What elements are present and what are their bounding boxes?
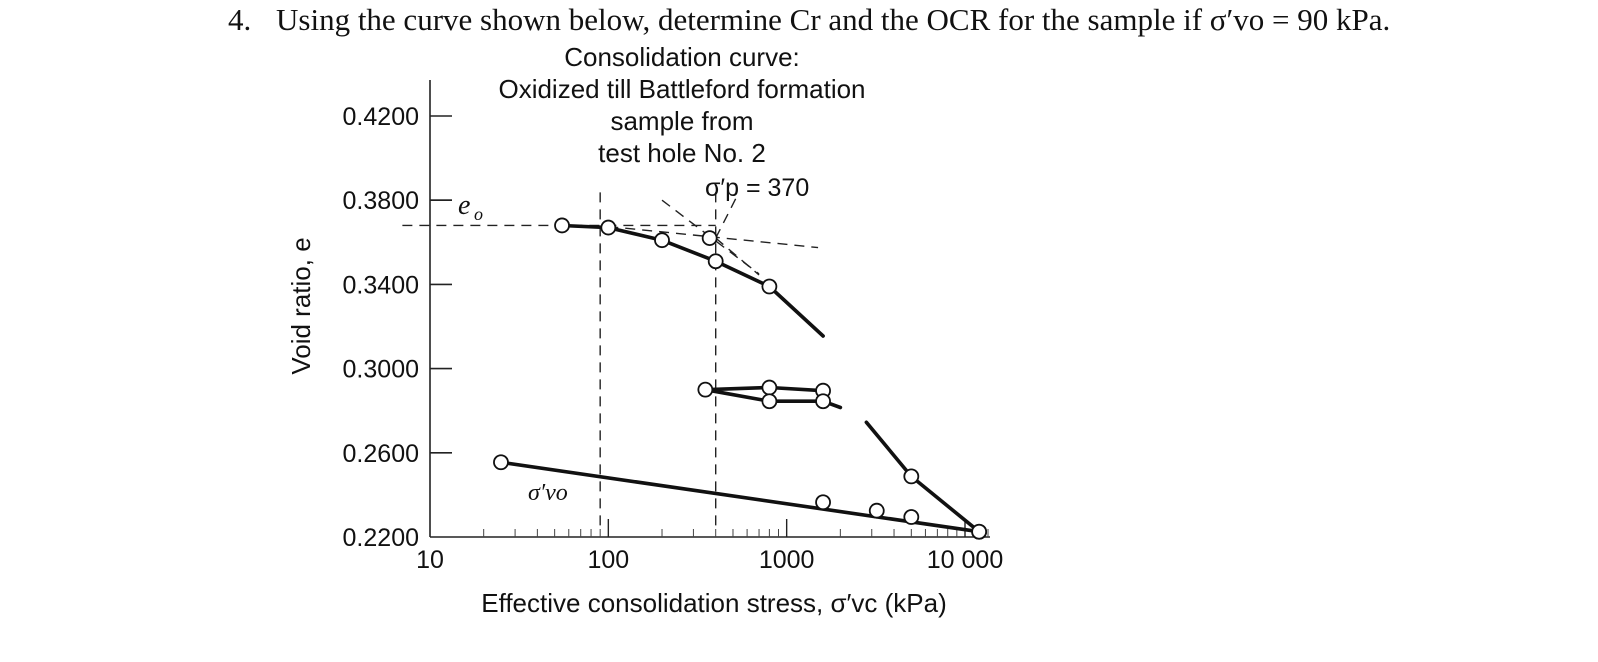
chart-title: Consolidation curve:Oxidized till Battle… xyxy=(498,42,865,168)
title-line: sample from xyxy=(610,106,753,136)
construction-lines xyxy=(402,187,819,526)
x-axis-label: Effective consolidation stress, σ′vc (kP… xyxy=(481,588,947,618)
data-point xyxy=(815,393,831,410)
x-tick-label: 10 000 xyxy=(927,546,1003,574)
data-point xyxy=(761,278,778,295)
data-point xyxy=(600,219,617,236)
question-number: 4. xyxy=(228,2,252,37)
x-tick-label: 1000 xyxy=(759,546,815,574)
sigma-vo-label: σ′vo xyxy=(528,480,568,506)
y-axis-label: Void ratio, e xyxy=(286,237,316,374)
reload-curve-lower xyxy=(703,387,843,410)
data-point xyxy=(493,454,509,471)
data-point xyxy=(903,468,920,485)
virgin-curve xyxy=(864,420,981,534)
data-point xyxy=(868,502,885,519)
loading-curve xyxy=(560,223,825,338)
data-point xyxy=(761,379,778,396)
title-line: Oxidized till Battleford formation xyxy=(498,74,865,104)
data-point xyxy=(761,393,778,410)
data-point xyxy=(707,253,724,270)
data-point xyxy=(697,381,714,398)
data-point xyxy=(815,494,831,511)
y-tick-label: 0.3400 xyxy=(343,271,419,299)
data-point xyxy=(654,232,670,249)
x-tick-label: 100 xyxy=(587,546,629,574)
bisector-dashed-line xyxy=(715,237,760,276)
data-points xyxy=(493,217,988,540)
y-tick-label: 0.4200 xyxy=(343,103,419,131)
sigma-p-label: σ′p = 370 xyxy=(705,174,809,202)
question-text: Using the curve shown below, determine C… xyxy=(276,2,1391,37)
unloading-curve xyxy=(499,460,981,534)
curves xyxy=(499,223,981,534)
data-point xyxy=(903,509,920,525)
preconsolidation-point xyxy=(701,230,718,246)
question: 4. Using the curve shown below, determine… xyxy=(228,2,1568,38)
annotations: e o σ′p = 370 σ′vo xyxy=(430,174,809,506)
y-tick-label: 0.3000 xyxy=(343,356,419,384)
data-point xyxy=(971,523,988,540)
title-line: Consolidation curve: xyxy=(564,42,800,72)
title-line: test hole No. 2 xyxy=(598,138,766,168)
x-tick-label: 10 xyxy=(416,546,444,574)
y-tick-label: 0.2200 xyxy=(343,524,419,552)
data-point xyxy=(554,217,570,234)
y-tick-label: 0.2600 xyxy=(343,440,419,468)
e0-label: e xyxy=(458,190,470,221)
y-tick-label: 0.3800 xyxy=(343,187,419,215)
e0-subscript: o xyxy=(474,204,483,224)
reference-dashed-line xyxy=(715,197,737,239)
